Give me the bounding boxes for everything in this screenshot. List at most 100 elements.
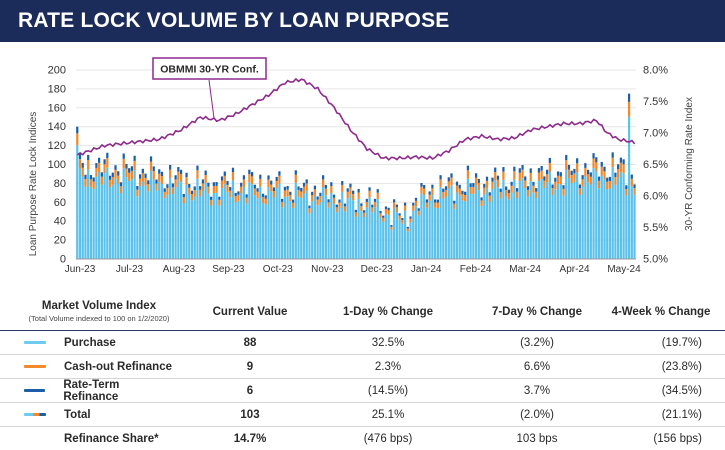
volume-bar-segment <box>253 195 256 259</box>
volume-bar-segment <box>223 171 226 176</box>
volume-bar-segment <box>617 177 620 259</box>
volume-bar-segment <box>365 201 368 208</box>
volume-bar-segment <box>278 175 281 184</box>
volume-bar-segment <box>286 196 289 259</box>
volume-bar-segment <box>95 163 98 168</box>
volume-bar-segment <box>78 159 82 169</box>
volume-bar-segment <box>177 167 180 172</box>
volume-bar-segment <box>81 176 84 259</box>
volume-bar-segment <box>108 187 112 259</box>
volume-bar-segment <box>311 195 314 202</box>
volume-bar-segment <box>250 184 254 259</box>
volume-bar-segment <box>518 180 521 259</box>
volume-bar-segment <box>253 188 256 196</box>
volume-bar-segment <box>499 192 502 199</box>
volume-bar-segment <box>398 215 401 220</box>
volume-bar-segment <box>302 182 306 187</box>
volume-bar-segment <box>341 184 344 192</box>
volume-bar-segment <box>403 210 407 259</box>
x-tick-label: May-24 <box>607 264 641 275</box>
volume-bar-segment <box>264 198 267 205</box>
volume-bar-segment <box>565 160 568 170</box>
volume-bar-segment <box>611 152 614 158</box>
volume-bar-segment <box>365 207 368 259</box>
volume-bar-segment <box>551 194 554 259</box>
volume-bar-segment <box>289 191 292 196</box>
obmmi-rate-line <box>76 77 636 161</box>
volume-bar-segment <box>584 176 587 259</box>
volume-bar-segment <box>406 231 409 259</box>
volume-bar-segment <box>423 188 426 196</box>
volume-bar-segment <box>565 169 568 259</box>
volume-bar-segment <box>425 207 429 259</box>
x-tick-label: Dec-23 <box>361 264 394 275</box>
volume-bar-segment <box>261 196 265 203</box>
volume-bar-segment <box>141 181 144 259</box>
volume-bar-segment <box>395 207 398 213</box>
volume-bar-segment <box>472 186 475 194</box>
rate-lock-chart: 0 20 40 60 80 100 120 140 160 180 200 5.0% 5.5% 6.0% 6… <box>28 57 695 275</box>
volume-bar-segment <box>480 200 483 206</box>
volume-bar-segment <box>447 188 450 259</box>
volume-bar-segment <box>261 202 265 259</box>
volume-bar-segment <box>212 186 215 193</box>
volume-bar-segment <box>494 172 497 181</box>
volume-bar-segment <box>76 145 79 259</box>
volume-bar-segment <box>546 169 549 175</box>
volume-bar-segment <box>305 179 308 184</box>
volume-bar-segment <box>559 172 562 177</box>
volume-bar-segment <box>570 175 573 184</box>
volume-bar-segment <box>431 188 434 196</box>
volume-bar-segment <box>447 177 450 182</box>
volume-bar-segment <box>384 206 388 210</box>
volume-bar-segment <box>267 187 270 259</box>
volume-bar-segment <box>537 168 541 173</box>
volume-bar-segment <box>106 152 109 159</box>
volume-bar-segment <box>485 176 489 181</box>
volume-bar-segment <box>346 191 349 199</box>
volume-bar-segment <box>119 193 123 259</box>
volume-bar-segment <box>114 165 117 170</box>
volume-bar-segment <box>138 186 142 259</box>
one-day-change: 25.1% <box>371 408 405 421</box>
volume-bar-segment <box>84 186 87 259</box>
volume-bar-segment <box>229 187 232 191</box>
total-legend-swatch <box>24 413 46 416</box>
volume-bar-segment <box>551 188 554 195</box>
row-label: Rate-Term Refinance <box>63 378 120 403</box>
volume-bar-segment <box>196 178 199 259</box>
x-tick-label: Sep-23 <box>212 264 245 275</box>
y2-tick-label: 6.5% <box>643 159 668 171</box>
volume-bar-segment <box>589 172 592 177</box>
volume-bar-segment <box>210 205 213 259</box>
volume-bar-segment <box>136 196 139 259</box>
volume-bar-segment <box>360 211 363 259</box>
volume-bar-segment <box>234 196 237 203</box>
volume-bar-segment <box>515 198 519 259</box>
volume-bar-segment <box>608 188 612 259</box>
volume-bar-segment <box>627 116 631 259</box>
volume-bar-segment <box>188 184 191 188</box>
volume-bar-segment <box>308 213 311 259</box>
volume-bar-segment <box>595 157 598 163</box>
volume-bar-segment <box>275 188 278 259</box>
volume-bar-segment <box>237 200 240 259</box>
volume-bar-segment <box>267 175 270 180</box>
volume-bar-segment <box>365 198 368 202</box>
volume-bar-segment <box>483 183 486 188</box>
volume-bar-segment <box>201 190 205 259</box>
volume-bar-segment <box>308 205 311 209</box>
volume-bar-segment <box>283 186 286 191</box>
volume-bar-segment <box>494 167 497 173</box>
volume-bar-segment <box>450 173 453 178</box>
volume-bar-segment <box>319 192 322 197</box>
volume-bar-segment <box>565 154 568 161</box>
volume-bar-segment <box>240 193 243 259</box>
volume-bar-segment <box>300 191 303 198</box>
x-tick-label: Feb-24 <box>460 264 492 275</box>
volume-bar-segment <box>130 170 134 180</box>
volume-bar-segment <box>261 193 265 197</box>
volume-bar-segment <box>529 181 532 259</box>
volume-bar-segment <box>122 153 125 159</box>
volume-bar-segment <box>390 229 393 259</box>
